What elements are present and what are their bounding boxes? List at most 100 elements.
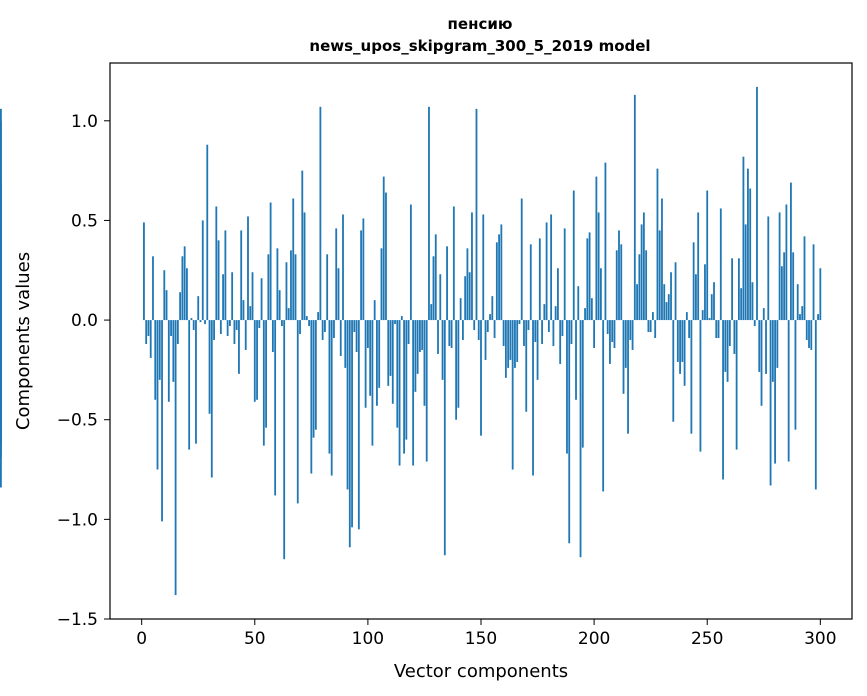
bar-component-264 <box>738 258 740 320</box>
y-tick-label: 1.0 <box>71 112 98 132</box>
bar-component-93 <box>351 320 353 527</box>
bar-component-246 <box>697 212 699 320</box>
bar-component-208 <box>611 320 613 342</box>
bar-component-13 <box>170 320 172 336</box>
bar-component-178 <box>543 304 545 320</box>
bar-component-182 <box>552 320 554 346</box>
bar-component-144 <box>467 248 469 320</box>
bar-component-62 <box>281 320 283 326</box>
bar-component-215 <box>627 320 629 434</box>
bar-component-36 <box>222 274 224 320</box>
bar-component-269 <box>749 189 751 321</box>
bar-component-233 <box>668 294 670 320</box>
bar-component-125 <box>424 320 426 406</box>
bar-component-24 <box>195 320 197 444</box>
x-tick-label: 250 <box>691 629 723 649</box>
bar-component-171 <box>528 320 530 330</box>
bar-component-257 <box>722 320 724 479</box>
bar-component-275 <box>763 308 765 320</box>
bar-component-18 <box>181 256 183 320</box>
bar-component-216 <box>629 320 631 340</box>
bar-component-170 <box>525 320 527 412</box>
bar-component-285 <box>785 204 787 320</box>
bar-component-251 <box>709 318 711 320</box>
bar-component-272 <box>756 87 758 320</box>
bar-component-38 <box>227 320 229 336</box>
bar-component-undefined <box>0 314 2 320</box>
bar-component-119 <box>410 204 412 320</box>
bar-component-27 <box>202 220 204 320</box>
bar-component-189 <box>568 320 570 543</box>
bar-component-122 <box>417 320 419 374</box>
bar-component-207 <box>609 320 611 364</box>
bar-component-266 <box>743 157 745 320</box>
bar-component-227 <box>654 320 656 338</box>
bar-component-279 <box>772 320 774 382</box>
bar-component-173 <box>532 320 534 475</box>
bar-component-181 <box>550 214 552 320</box>
bar-component-291 <box>799 314 801 320</box>
bar-component-172 <box>530 244 532 320</box>
bar-component-95 <box>356 320 358 352</box>
bar-component-90 <box>344 320 346 368</box>
bar-component-33 <box>215 206 217 320</box>
bar-component-229 <box>659 230 661 320</box>
bar-component-211 <box>618 230 620 320</box>
bar-component-96 <box>358 320 360 529</box>
bar-component-238 <box>679 320 681 374</box>
bar-component-7 <box>157 320 159 469</box>
bars-group <box>0 87 821 595</box>
bar-component-196 <box>584 308 586 320</box>
x-axis-ticks: 0 50 100 150 200 250 300 <box>136 619 836 649</box>
bar-component-235 <box>672 320 674 422</box>
bar-component-64 <box>286 262 288 320</box>
bar-component-58 <box>272 320 274 352</box>
bar-component-296 <box>810 320 812 350</box>
bar-component-166 <box>516 320 518 362</box>
bar-component-209 <box>614 320 616 348</box>
bar-component-210 <box>616 250 618 320</box>
y-tick-label: −1.5 <box>57 610 98 630</box>
chart-title: пенсию <box>448 15 513 33</box>
chart-subtitle: news_upos_skipgram_300_5_2019 model <box>309 37 650 55</box>
bar-component-203 <box>600 268 602 320</box>
bar-component-73 <box>306 316 308 320</box>
bar-component-217 <box>632 320 634 350</box>
bar-component-139 <box>455 320 457 420</box>
bar-component-286 <box>788 320 790 461</box>
x-tick-label: 200 <box>578 629 610 649</box>
bar-component-105 <box>378 320 380 388</box>
bar-component-91 <box>347 320 349 489</box>
bar-component-17 <box>179 292 181 320</box>
bar-component-143 <box>464 276 466 320</box>
bar-component-197 <box>586 238 588 320</box>
bar-component-108 <box>385 193 387 321</box>
bar-component-87 <box>338 268 340 320</box>
bar-component-126 <box>426 320 428 461</box>
bar-component-79 <box>319 107 321 320</box>
bar-component-290 <box>797 284 799 320</box>
bar-component-164 <box>512 320 514 469</box>
bar-component-118 <box>408 320 410 344</box>
bar-component-30 <box>209 320 211 414</box>
y-tick-label: 0.0 <box>71 311 98 331</box>
bar-component-259 <box>727 320 729 382</box>
bar-component-271 <box>754 320 756 326</box>
bar-component-50 <box>254 320 256 402</box>
bar-component-187 <box>564 228 566 320</box>
bar-component-80 <box>322 320 324 340</box>
bar-component-292 <box>801 306 803 320</box>
bar-component-86 <box>335 228 337 320</box>
bar-component-214 <box>625 320 627 368</box>
bar-component-23 <box>193 320 195 330</box>
bar-component-205 <box>605 163 607 320</box>
bar-component-14 <box>172 320 174 382</box>
bar-component-218 <box>634 95 636 320</box>
bar-component-6 <box>154 320 156 400</box>
bar-component-85 <box>333 320 335 338</box>
bar-component-47 <box>247 216 249 320</box>
x-tick-label: 150 <box>465 629 497 649</box>
bar-component-195 <box>582 320 584 448</box>
bar-component-219 <box>636 284 638 320</box>
bar-component-232 <box>666 302 668 320</box>
